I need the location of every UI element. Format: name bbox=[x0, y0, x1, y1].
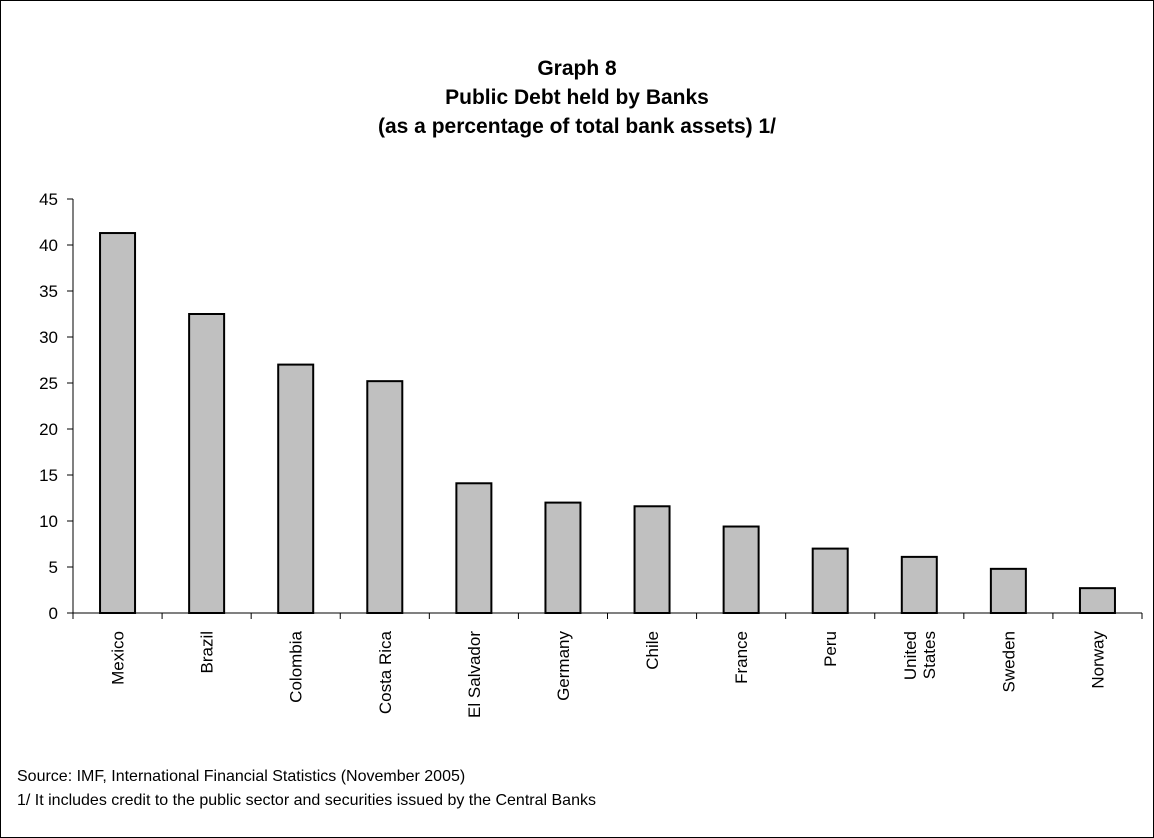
source-note: Source: IMF, International Financial Sta… bbox=[17, 768, 466, 785]
y-tick-label: 5 bbox=[49, 558, 58, 577]
bar bbox=[99, 232, 137, 614]
footnote: 1/ It includes credit to the public sect… bbox=[17, 792, 596, 809]
x-category-label: Norway bbox=[1088, 631, 1107, 689]
y-tick-label: 20 bbox=[39, 420, 58, 439]
x-category-label: Colombia bbox=[287, 630, 306, 702]
bar bbox=[544, 501, 582, 615]
bar bbox=[633, 505, 671, 614]
x-category-label: Brazil bbox=[198, 631, 217, 674]
bar bbox=[455, 482, 493, 614]
x-category-label: France bbox=[732, 631, 751, 684]
x-category-label: Germany bbox=[554, 631, 573, 701]
bar bbox=[277, 363, 315, 614]
bar bbox=[722, 525, 760, 615]
chart-title: Graph 8 Public Debt held by Banks (as a … bbox=[0, 54, 1154, 141]
y-tick-label: 45 bbox=[39, 190, 58, 209]
chart-notes: Source: IMF, International Financial Sta… bbox=[17, 765, 596, 813]
x-category-label: Costa Rica bbox=[376, 630, 395, 714]
chart-title-line1: Graph 8 bbox=[537, 57, 617, 80]
y-tick-label: 40 bbox=[39, 236, 58, 255]
y-tick-label: 25 bbox=[39, 374, 58, 393]
bar bbox=[188, 313, 226, 614]
bar bbox=[811, 547, 849, 614]
x-category-label: Mexico bbox=[109, 631, 128, 685]
x-category-label: Sweden bbox=[999, 631, 1018, 692]
y-tick-label: 10 bbox=[39, 512, 58, 531]
chart-title-line2: Public Debt held by Banks bbox=[445, 86, 709, 109]
bar bbox=[366, 380, 404, 614]
x-category-label: United bbox=[901, 631, 920, 680]
x-category-label: Peru bbox=[821, 631, 840, 667]
bar bbox=[1078, 587, 1116, 614]
x-category-label: Chile bbox=[643, 631, 662, 670]
y-tick-label: 0 bbox=[49, 604, 58, 623]
bar bbox=[900, 555, 938, 615]
x-category-label: States bbox=[920, 631, 939, 679]
bar bbox=[989, 567, 1027, 615]
y-tick-label: 15 bbox=[39, 466, 58, 485]
chart-title-line3: (as a percentage of total bank assets) 1… bbox=[378, 115, 776, 138]
y-tick-label: 30 bbox=[39, 328, 58, 347]
x-category-label: El Salvador bbox=[465, 631, 484, 718]
y-tick-label: 35 bbox=[39, 282, 58, 301]
